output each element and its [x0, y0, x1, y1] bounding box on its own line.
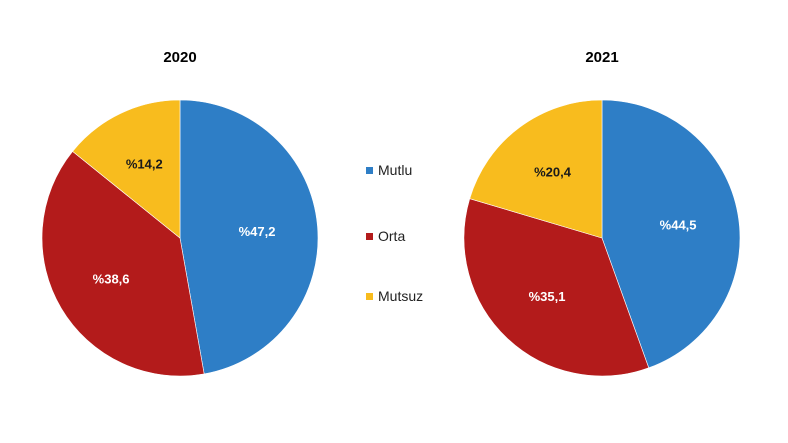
legend-item-mutsuz: Mutsuz: [366, 288, 423, 304]
legend-swatch-orta: [366, 233, 373, 240]
legend-swatch-mutsuz: [366, 293, 373, 300]
pie-slice-2021-mutsuz: [469, 99, 603, 239]
pie-slice-2020-orta: [41, 150, 205, 377]
pie-title-2021: 2021: [585, 49, 618, 66]
pie-slice-2020-mutlu: [179, 99, 319, 375]
legend-item-orta: Orta: [366, 228, 405, 244]
pie-chart-2020: 2020 %47,2 %38,6 %14,2: [41, 49, 319, 377]
slice-label-2020-mutlu: %47,2: [239, 224, 276, 239]
legend-label-orta: Orta: [378, 228, 405, 244]
pie-slice-2021-mutlu: [601, 99, 741, 369]
legend-label-mutlu: Mutlu: [378, 162, 412, 178]
slice-label-2021-orta: %35,1: [529, 289, 566, 304]
pie-chart-2021: 2021 %44,5 %35,1 %20,4: [463, 49, 741, 377]
slice-label-2021-mutsuz: %20,4: [534, 165, 572, 180]
pie-title-2020: 2020: [163, 49, 196, 66]
legend: Mutlu Orta Mutsuz: [366, 162, 423, 304]
legend-item-mutlu: Mutlu: [366, 162, 412, 178]
pie-slice-2021-orta: [463, 198, 650, 377]
slice-label-2020-orta: %38,6: [93, 272, 130, 287]
legend-label-mutsuz: Mutsuz: [378, 288, 423, 304]
slice-label-2021-mutlu: %44,5: [660, 218, 697, 233]
slice-label-2020-mutsuz: %14,2: [126, 156, 163, 171]
legend-swatch-mutlu: [366, 167, 373, 174]
pie-slice-2020-mutsuz: [72, 99, 181, 239]
